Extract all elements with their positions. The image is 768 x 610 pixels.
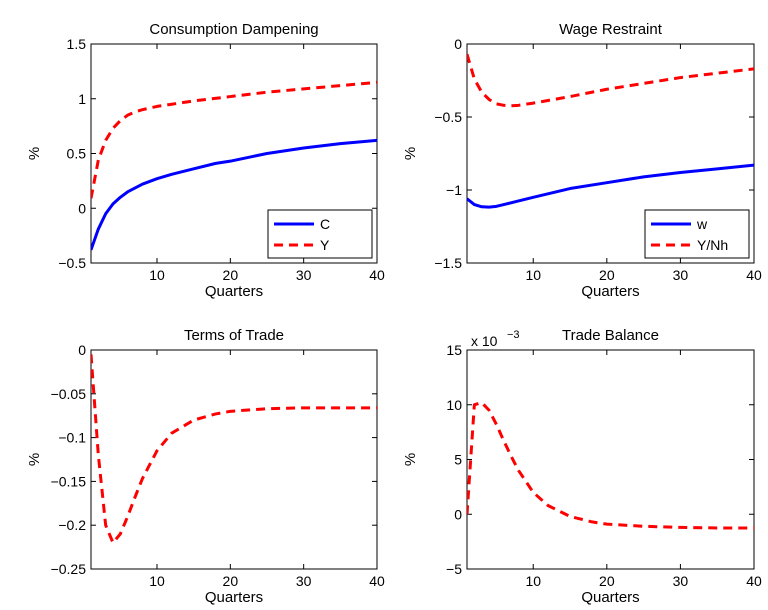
legend-label: w xyxy=(696,216,708,232)
x-axis-label: Quarters xyxy=(205,283,263,300)
legend-box xyxy=(267,209,373,259)
x-tick-label: 30 xyxy=(673,267,689,283)
series-line-w xyxy=(467,163,754,209)
legend-label: Y/Nh xyxy=(697,237,728,253)
y-tick-label: −0.1 xyxy=(58,430,86,446)
series-line-y-nh xyxy=(467,53,754,108)
x-tick-label: 20 xyxy=(599,573,615,589)
x-tick-label: 10 xyxy=(525,573,541,589)
x-tick-label: 20 xyxy=(223,267,239,283)
x-tick-label: 40 xyxy=(369,267,385,283)
x-tick-label: 10 xyxy=(525,267,541,283)
legend-label: Y xyxy=(320,237,330,253)
chart-title: Consumption Dampening xyxy=(149,21,318,38)
chart-title: Trade Balance xyxy=(562,327,659,344)
y-tick-label: 5 xyxy=(454,452,462,468)
x-axis-label: Quarters xyxy=(581,589,639,606)
x-axis-label: Quarters xyxy=(581,283,639,300)
y-tick-label: −1.5 xyxy=(434,255,462,271)
y-tick-label: 1.5 xyxy=(67,36,87,52)
y-tick-label: 0 xyxy=(78,342,86,358)
y-tick-label: 15 xyxy=(446,342,462,358)
chart-panel-3: Terms of Trade 10 20 30 40 −0.25 −0.2 −0.15 −0.1… xyxy=(26,327,385,606)
x-tick-label: 40 xyxy=(369,573,385,589)
x-tick-label: 10 xyxy=(149,267,165,283)
plot-area xyxy=(466,349,755,570)
x-tick-label: 30 xyxy=(296,573,312,589)
y-tick-label: 0 xyxy=(78,200,86,216)
y-tick-label: 0.5 xyxy=(67,146,87,162)
x-tick-label: 10 xyxy=(149,573,165,589)
y-scale-factor: x 10 xyxy=(471,333,498,349)
series-line-c xyxy=(91,138,377,251)
y-tick-label: −0.05 xyxy=(51,386,87,402)
x-tick-label: 20 xyxy=(223,573,239,589)
chart-title: Terms of Trade xyxy=(184,327,284,344)
y-tick-label: 1 xyxy=(78,91,86,107)
legend: CY xyxy=(267,209,373,259)
y-axis-label: % xyxy=(402,147,419,160)
x-tick-label: 20 xyxy=(599,267,615,283)
x-tick-label: 30 xyxy=(296,267,312,283)
y-tick-label: −5 xyxy=(446,561,462,577)
chart-title: Wage Restraint xyxy=(559,21,663,38)
y-axis-label: % xyxy=(26,147,43,160)
y-tick-label: 10 xyxy=(446,397,462,413)
legend-box xyxy=(644,209,750,259)
y-axis-label: % xyxy=(402,453,419,466)
x-tick-label: 40 xyxy=(746,267,762,283)
x-tick-label: 40 xyxy=(746,573,762,589)
y-tick-label: −0.2 xyxy=(58,517,86,533)
legend-label: C xyxy=(320,216,330,232)
y-tick-label: −0.15 xyxy=(51,473,87,489)
y-tick-label: −0.5 xyxy=(58,255,86,271)
series-line-y xyxy=(91,80,377,199)
y-tick-label: 0 xyxy=(454,36,462,52)
x-axis-label: Quarters xyxy=(205,589,263,606)
chart-panel-1: Consumption Dampening 10 20 30 40 −0.5 0 0.5 1 1.… xyxy=(26,21,385,300)
y-tick-label: −1 xyxy=(446,182,462,198)
series-line-1 xyxy=(467,401,754,530)
legend: w Y/Nh xyxy=(644,209,750,259)
series-line-1 xyxy=(91,354,377,545)
y-tick-label: −0.5 xyxy=(434,109,462,125)
y-axis-label: % xyxy=(26,453,43,466)
chart-panel-4: Trade Balance 10 20 30 40 −5 0 5 10 15 Quarters% x … xyxy=(402,327,762,606)
chart-panel-2: Wage Restraint 10 20 30 40 −1.5 −1 −0.5 0 Quarter… xyxy=(402,21,762,300)
plot-area xyxy=(90,349,378,570)
y-scale-exponent: −3 xyxy=(507,329,520,341)
x-tick-label: 30 xyxy=(673,573,689,589)
y-tick-label: 0 xyxy=(454,506,462,522)
y-tick-label: −0.25 xyxy=(51,561,87,577)
